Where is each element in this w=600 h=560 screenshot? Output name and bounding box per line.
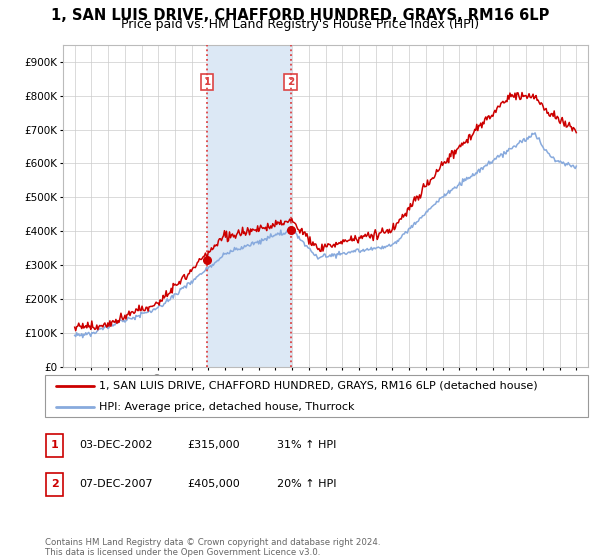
Text: 1: 1 [51,440,58,450]
Text: 1, SAN LUIS DRIVE, CHAFFORD HUNDRED, GRAYS, RM16 6LP: 1, SAN LUIS DRIVE, CHAFFORD HUNDRED, GRA… [51,8,549,24]
Text: 1: 1 [203,77,211,87]
Bar [207,45,291,367]
Text: 31% ↑ HPI: 31% ↑ HPI [277,440,337,450]
Text: £405,000: £405,000 [187,479,240,489]
Text: Contains HM Land Registry data © Crown copyright and database right 2024.
This d: Contains HM Land Registry data © Crown c… [45,538,380,557]
Text: 1, SAN LUIS DRIVE, CHAFFORD HUNDRED, GRAYS, RM16 6LP (detached house): 1, SAN LUIS DRIVE, CHAFFORD HUNDRED, GRA… [100,381,538,391]
Text: 20% ↑ HPI: 20% ↑ HPI [277,479,337,489]
Text: £315,000: £315,000 [187,440,240,450]
Text: 07-DEC-2007: 07-DEC-2007 [79,479,153,489]
Text: 2: 2 [51,479,58,489]
Text: 03-DEC-2002: 03-DEC-2002 [79,440,152,450]
Text: HPI: Average price, detached house, Thurrock: HPI: Average price, detached house, Thur… [100,402,355,412]
Text: Price paid vs. HM Land Registry's House Price Index (HPI): Price paid vs. HM Land Registry's House … [121,18,479,31]
Text: 2: 2 [287,77,295,87]
